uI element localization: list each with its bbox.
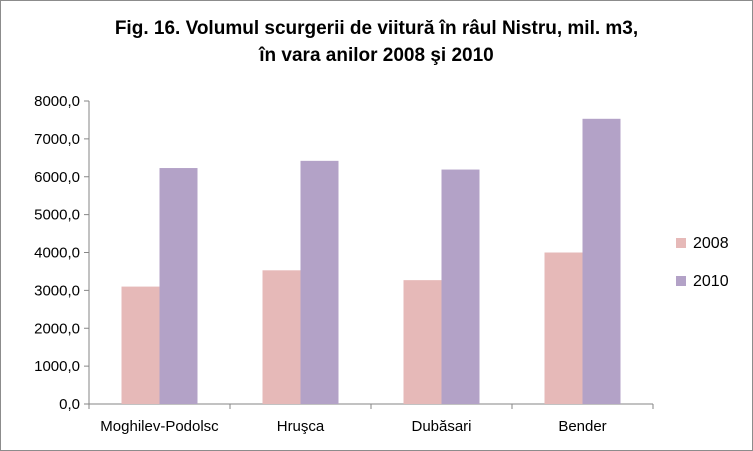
bar-2008 [121, 286, 160, 404]
bar-2010 [441, 169, 480, 404]
chart-title-line-1: Fig. 16. Volumul scurgerii de viitură în… [114, 18, 639, 39]
bar-2008 [262, 270, 301, 404]
y-tick-label: 3000,0 [34, 282, 80, 299]
y-tick-label: 8000,0 [34, 93, 80, 110]
y-tick-label: 6000,0 [34, 169, 80, 186]
legend-swatch-2010 [676, 276, 686, 286]
x-tick-label: Dubăsari [411, 418, 471, 435]
y-tick-label: 2000,0 [34, 320, 80, 337]
y-tick-label: 0,0 [59, 396, 80, 413]
y-tick-label: 5000,0 [34, 207, 80, 224]
x-tick-label: Bender [558, 418, 606, 435]
chart-title-line-2: în vara anilor 2008 şi 2010 [259, 45, 494, 66]
x-tick-label: Moghilev-Podolsc [100, 418, 219, 435]
legend-label-2010: 2010 [693, 273, 729, 290]
x-tick-label: Hruşca [277, 418, 325, 435]
chart-title: Fig. 16. Volumul scurgerii de viitură în… [1, 15, 752, 69]
y-tick-label: 1000,0 [34, 358, 80, 375]
bar-2008 [403, 280, 442, 404]
legend-swatch-2008 [676, 238, 686, 248]
bar-2010 [582, 118, 621, 405]
y-tick-label: 4000,0 [34, 245, 80, 262]
bar-2008 [544, 252, 583, 404]
bar-2010 [300, 160, 339, 404]
bar-2010 [159, 168, 198, 404]
legend-label-2008: 2008 [693, 235, 729, 252]
y-tick-label: 7000,0 [34, 131, 80, 148]
